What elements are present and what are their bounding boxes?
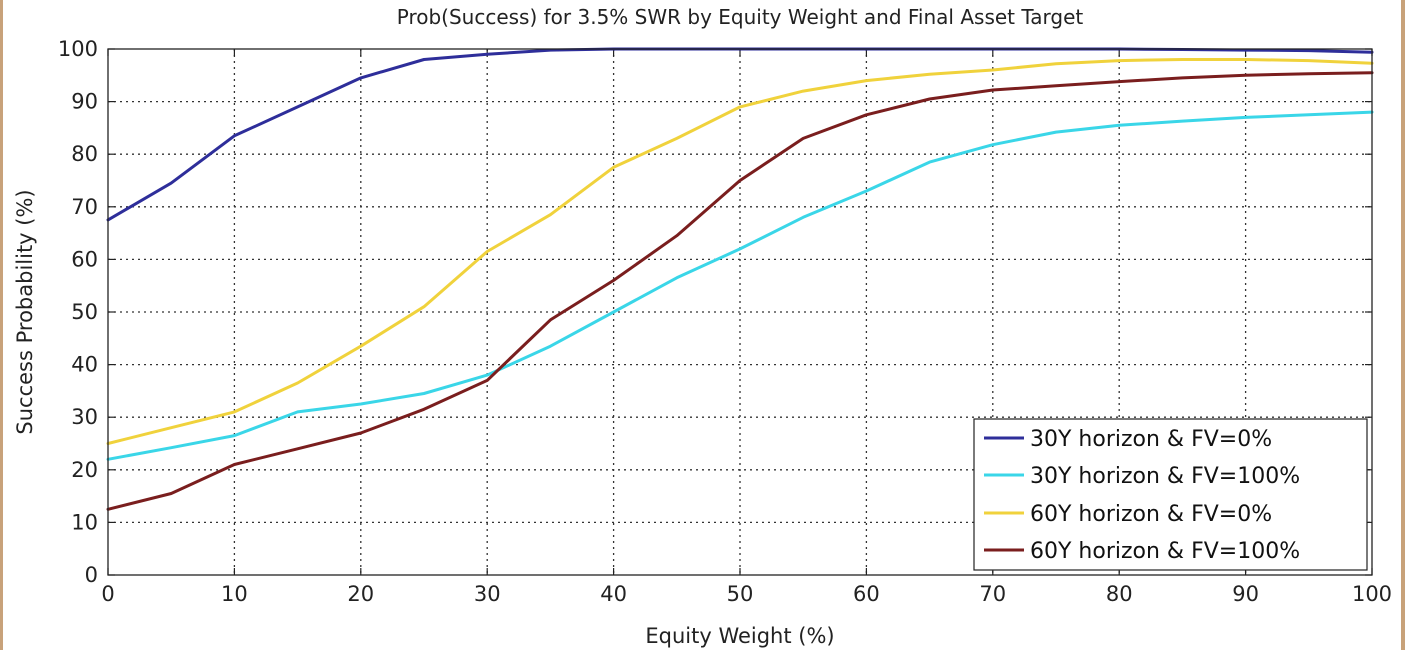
y-tick-label: 60 — [71, 247, 98, 271]
tick-labels: 0 10 20 30 40 50 60 70 80 90 100 0 10 20 30 40 50 60 70 80 9… — [58, 37, 1392, 606]
chart-title: Prob(Success) for 3.5% SWR by Equity Wei… — [397, 5, 1084, 29]
y-tick-label: 90 — [71, 90, 98, 114]
legend: 30Y horizon & FV=0% 30Y horizon & FV=100… — [973, 418, 1368, 571]
x-tick-label: 60 — [853, 582, 880, 606]
y-tick-label: 80 — [71, 142, 98, 166]
x-tick-label: 100 — [1352, 582, 1392, 606]
series-line-1 — [106, 110, 1374, 461]
x-tick-label: 50 — [727, 582, 754, 606]
legend-box — [973, 418, 1368, 571]
x-tick-label: 20 — [347, 582, 374, 606]
x-tick-label: 70 — [979, 582, 1006, 606]
x-tick-label: 30 — [474, 582, 501, 606]
y-tick-label: 10 — [71, 510, 98, 534]
y-tick-label: 40 — [71, 353, 98, 377]
x-tick-label: 40 — [600, 582, 627, 606]
y-axis-label: Success Probability (%) — [13, 189, 37, 434]
plot-border — [107, 48, 1373, 576]
y-tick-label: 20 — [71, 458, 98, 482]
series-line-3 — [106, 71, 1374, 511]
x-axis-label: Equity Weight (%) — [645, 624, 834, 648]
series-line-2 — [106, 58, 1374, 445]
legend-label-0: 30Y horizon & FV=0% — [1030, 427, 1272, 452]
y-tick-label: 70 — [71, 195, 98, 219]
legend-label-3: 60Y horizon & FV=100% — [1030, 539, 1300, 564]
x-tick-label: 10 — [221, 582, 248, 606]
y-tick-label: 0 — [85, 563, 98, 587]
x-tick-label: 0 — [101, 582, 114, 606]
x-tick-label: 90 — [1232, 582, 1259, 606]
legend-label-2: 60Y horizon & FV=0% — [1030, 502, 1272, 527]
y-tick-label: 50 — [71, 300, 98, 324]
legend-label-1: 30Y horizon & FV=100% — [1030, 464, 1300, 489]
x-tick-label: 80 — [1106, 582, 1133, 606]
y-tick-label: 30 — [71, 405, 98, 429]
y-tick-label: 100 — [58, 37, 98, 61]
